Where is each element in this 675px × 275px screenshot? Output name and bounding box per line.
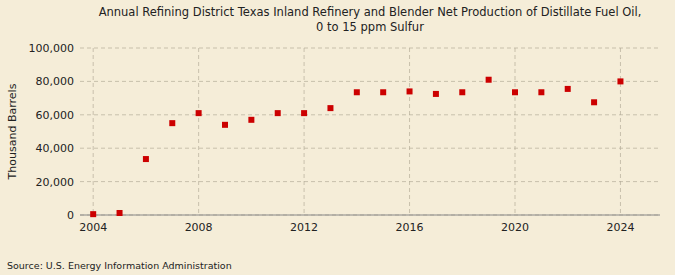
point (486, 77, 492, 83)
point (407, 88, 413, 94)
chart: 0 20,000 40,000 60,000 80,000 100,000 2004 2008… (0, 0, 675, 275)
x-grid-line (93, 48, 94, 215)
point (117, 210, 123, 216)
point (275, 110, 281, 116)
source-note: Source: U.S. Energy Information Administ… (7, 260, 232, 271)
y-grid-line (80, 114, 660, 115)
point (248, 117, 254, 123)
point (222, 122, 228, 128)
point (380, 89, 386, 95)
x-tick-label: 2004 (79, 221, 107, 234)
point (617, 78, 623, 84)
point (169, 120, 175, 126)
x-tick-label: 2012 (290, 221, 318, 234)
y-grid-line (80, 215, 660, 216)
y-tick-label: 80,000 (36, 75, 75, 88)
point (196, 110, 202, 116)
point (459, 89, 465, 95)
x-grid-line (409, 48, 410, 215)
point (301, 110, 307, 116)
x-grid-line (304, 48, 305, 215)
y-tick-label: 100,000 (29, 42, 75, 55)
point (90, 211, 96, 217)
x-tick-label: 2016 (396, 221, 424, 234)
y-tick-label: 60,000 (36, 109, 75, 122)
y-axis-label: Thousand Barrels (6, 83, 19, 180)
x-tick-label: 2008 (185, 221, 213, 234)
x-axis-line (80, 215, 660, 216)
title-line: 0 to 15 ppm Sulfur (316, 20, 424, 34)
point (327, 105, 333, 111)
point (433, 91, 439, 97)
x-tick-label: 2020 (501, 221, 529, 234)
point (354, 89, 360, 95)
y-tick-label: 20,000 (36, 176, 75, 189)
points (90, 77, 623, 217)
y-grid-line (80, 48, 660, 49)
x-grid-line (515, 48, 516, 215)
title: Annual Refining District Texas Inland Re… (99, 5, 642, 34)
point (512, 89, 518, 95)
y-tick-label: 0 (67, 209, 74, 222)
grid (80, 48, 660, 215)
x-grid-line (198, 48, 199, 215)
title-line: Annual Refining District Texas Inland Re… (99, 5, 642, 19)
point (143, 156, 149, 162)
y-grid-line (80, 181, 660, 182)
point (591, 99, 597, 105)
y-grid-line (80, 81, 660, 82)
x-grid-line (620, 48, 621, 215)
point (538, 89, 544, 95)
x-tick-label: 2024 (606, 221, 634, 234)
y-grid-line (80, 148, 660, 149)
point (565, 86, 571, 92)
y-tick-label: 40,000 (36, 142, 75, 155)
